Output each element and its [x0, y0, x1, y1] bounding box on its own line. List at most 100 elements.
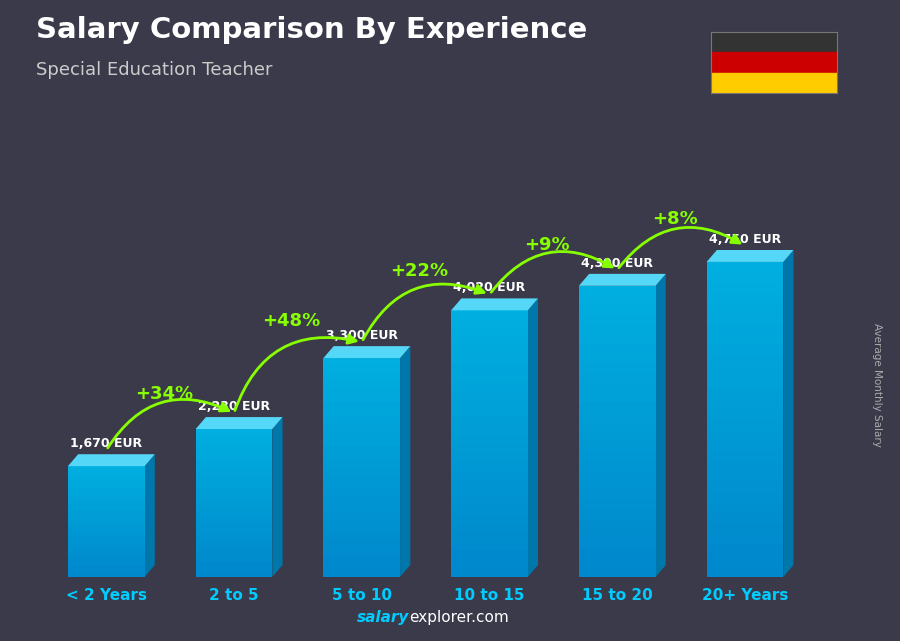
Polygon shape [579, 373, 655, 383]
Polygon shape [579, 324, 655, 335]
Polygon shape [195, 429, 273, 434]
Polygon shape [68, 537, 145, 540]
Polygon shape [68, 470, 145, 474]
Polygon shape [68, 514, 145, 518]
Polygon shape [323, 526, 400, 533]
Polygon shape [68, 547, 145, 551]
Polygon shape [451, 470, 527, 479]
Polygon shape [706, 556, 783, 567]
Polygon shape [451, 408, 527, 417]
Text: 4,750 EUR: 4,750 EUR [709, 233, 781, 246]
Polygon shape [195, 567, 273, 572]
Polygon shape [706, 409, 783, 419]
Polygon shape [195, 537, 273, 542]
Polygon shape [195, 434, 273, 439]
Polygon shape [706, 503, 783, 514]
Text: +34%: +34% [135, 385, 193, 403]
Polygon shape [706, 472, 783, 483]
Polygon shape [195, 542, 273, 547]
Polygon shape [579, 296, 655, 305]
Polygon shape [195, 449, 273, 454]
Text: +48%: +48% [263, 312, 320, 330]
Polygon shape [579, 519, 655, 528]
Polygon shape [451, 435, 527, 444]
Polygon shape [706, 325, 783, 335]
Bar [711, 32, 837, 53]
Polygon shape [68, 544, 145, 547]
Polygon shape [451, 488, 527, 497]
Polygon shape [451, 568, 527, 577]
Polygon shape [706, 262, 783, 272]
Polygon shape [706, 294, 783, 304]
Polygon shape [579, 383, 655, 392]
Polygon shape [579, 451, 655, 460]
Polygon shape [68, 495, 145, 499]
Polygon shape [706, 272, 783, 283]
Polygon shape [195, 557, 273, 562]
Polygon shape [706, 367, 783, 378]
Polygon shape [68, 474, 145, 478]
Polygon shape [68, 503, 145, 507]
Polygon shape [195, 522, 273, 528]
Polygon shape [579, 567, 655, 577]
Polygon shape [579, 422, 655, 431]
Polygon shape [323, 489, 400, 497]
Polygon shape [783, 250, 794, 577]
Polygon shape [451, 497, 527, 506]
Text: 2,230 EUR: 2,230 EUR [198, 400, 270, 413]
Polygon shape [451, 346, 527, 354]
Polygon shape [68, 558, 145, 562]
Polygon shape [323, 438, 400, 445]
Polygon shape [451, 299, 538, 310]
Polygon shape [323, 424, 400, 431]
Polygon shape [579, 363, 655, 373]
Polygon shape [451, 444, 527, 453]
Polygon shape [195, 474, 273, 478]
Polygon shape [68, 510, 145, 514]
Polygon shape [68, 554, 145, 558]
Polygon shape [451, 372, 527, 381]
Text: Special Education Teacher: Special Education Teacher [36, 61, 273, 79]
Polygon shape [451, 533, 527, 542]
Polygon shape [323, 547, 400, 555]
Polygon shape [195, 483, 273, 488]
Polygon shape [451, 354, 527, 363]
Polygon shape [579, 548, 655, 558]
Polygon shape [706, 535, 783, 545]
Bar [711, 53, 837, 72]
Polygon shape [451, 381, 527, 390]
Polygon shape [195, 454, 273, 458]
Text: 1,670 EUR: 1,670 EUR [70, 437, 142, 450]
Polygon shape [195, 562, 273, 567]
Polygon shape [68, 566, 145, 569]
Polygon shape [579, 305, 655, 315]
Polygon shape [323, 519, 400, 526]
Polygon shape [706, 524, 783, 535]
Polygon shape [451, 524, 527, 533]
Polygon shape [579, 538, 655, 548]
Polygon shape [451, 550, 527, 559]
Polygon shape [579, 403, 655, 412]
Polygon shape [451, 453, 527, 462]
Polygon shape [451, 506, 527, 515]
Polygon shape [68, 499, 145, 503]
Polygon shape [68, 507, 145, 510]
Polygon shape [195, 503, 273, 508]
Polygon shape [68, 522, 145, 525]
Polygon shape [706, 419, 783, 430]
Polygon shape [451, 515, 527, 524]
Polygon shape [579, 509, 655, 519]
Polygon shape [195, 493, 273, 498]
Polygon shape [323, 372, 400, 380]
Polygon shape [323, 409, 400, 417]
Polygon shape [706, 451, 783, 462]
Polygon shape [451, 542, 527, 550]
Polygon shape [195, 547, 273, 553]
Polygon shape [579, 412, 655, 422]
Polygon shape [68, 518, 145, 522]
Polygon shape [579, 499, 655, 509]
Polygon shape [451, 479, 527, 488]
Polygon shape [706, 545, 783, 556]
Polygon shape [579, 274, 666, 286]
Polygon shape [68, 525, 145, 529]
